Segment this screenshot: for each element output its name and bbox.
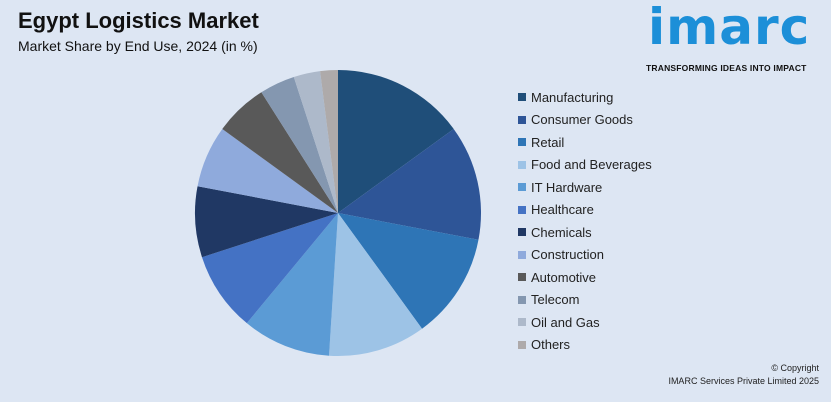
pie-chart [195,70,481,357]
legend-item-retail: Retail [518,131,652,154]
legend-swatch [518,250,526,259]
legend-swatch [518,205,526,214]
legend-swatch [518,93,526,102]
legend-label: Food and Beverages [531,157,652,173]
legend-item-others: Others [518,334,652,357]
pie-slice-oil-and-gas [293,71,338,213]
legend-item-oil-and-gas: Oil and Gas [518,311,652,334]
pie-slice-manufacturing [338,70,454,213]
legend-label: Healthcare [531,202,594,218]
legend-label: Consumer Goods [531,112,633,128]
logo-wordmark: imarc [648,0,811,56]
pie-slice-construction [197,128,338,213]
legend-swatch [518,115,526,124]
legend-label: Automotive [531,269,597,285]
legend-swatch [518,138,526,147]
copyright-line-1: © Copyright [771,363,819,373]
imarc-logo: imarc TRANSFORMING IDEAS INTO IMPACT [646,0,821,78]
legend-label: Retail [531,134,565,150]
pie-slice-consumer-goods [338,128,481,240]
pie-slice-telecom [261,76,338,213]
legend-swatch [518,228,526,237]
legend-label: Others [531,337,571,353]
chart-legend: Manufacturing Consumer Goods Retail Food an… [518,86,652,356]
legend-swatch [518,295,526,304]
pie-slice-food-and-beverages [329,213,423,357]
legend-label: Telecom [531,292,580,308]
legend-swatch [518,273,526,282]
legend-item-construction: Construction [518,244,652,267]
pie-slice-it-hardware [246,213,338,356]
legend-item-it-hardware: IT Hardware [518,176,652,199]
legend-swatch [518,318,526,327]
legend-label: Manufacturing [531,89,614,105]
copyright-line-2: IMARC Services Private Limited 2025 [668,376,819,386]
legend-item-manufacturing: Manufacturing [518,86,652,109]
copyright-notice: © Copyright IMARC Services Private Limit… [668,362,819,388]
legend-label: Oil and Gas [531,314,600,330]
legend-item-automotive: Automotive [518,266,652,289]
legend-swatch [518,183,526,192]
legend-item-consumer-goods: Consumer Goods [518,109,652,132]
pie-slice-automotive [222,92,338,213]
legend-swatch [518,160,526,169]
chart-title: Egypt Logistics Market [18,8,259,33]
legend-item-food-and-beverages: Food and Beverages [518,154,652,177]
pie-slice-retail [338,213,479,329]
chart-subtitle: Market Share by End Use, 2024 (in %) [18,38,258,54]
legend-item-healthcare: Healthcare [518,199,652,222]
legend-swatch [518,340,526,349]
legend-label: Chemicals [531,224,592,240]
pie-slice-healthcare [201,213,338,324]
pie-slice-chemicals [195,186,338,258]
legend-item-telecom: Telecom [518,289,652,312]
legend-label: IT Hardware [531,179,603,195]
pie-slice-others [320,70,338,213]
legend-item-chemicals: Chemicals [518,221,652,244]
logo-tagline: TRANSFORMING IDEAS INTO IMPACT [646,63,807,73]
legend-label: Construction [531,247,604,263]
